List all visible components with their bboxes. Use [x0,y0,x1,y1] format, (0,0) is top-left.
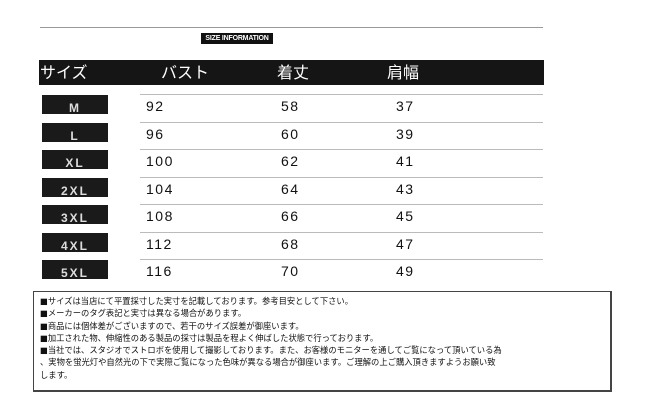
note-line: 、実物を蛍光灯や自然光の下で実際ご覧になった色味が異なる場合が御座います。ご理解… [40,357,496,368]
row-divider [140,121,543,123]
size-label: L [42,122,108,142]
table-row: 5XL 116 70 49 [40,259,543,286]
bust-value: 100 [146,153,174,169]
table-row: XL 100 62 41 [40,149,543,176]
table-row: 4XL 112 68 47 [40,231,543,259]
bust-value: 112 [146,235,173,252]
shoulder-value: 37 [396,98,415,114]
header-bust: バスト [161,63,210,82]
size-information-badge: SIZE INFORMATION [201,33,273,44]
shoulder-value: 39 [396,125,415,142]
row-divider [140,149,543,150]
size-label: 2XL [42,177,108,197]
note-line: ■商品には個体差がございますので、若干のサイズ誤差が御座います。 [40,320,304,331]
header-size: サイズ [40,63,88,82]
bust-value: 108 [146,208,174,224]
table-header: サイズ バスト 着丈 肩幅 [39,60,544,85]
table-row: M 92 58 37 [40,94,543,121]
row-divider [140,204,543,205]
length-value: 60 [281,125,300,142]
note-line: ■加工された物、伸縮性のある製品の採寸は製品を程よく伸ばした状態で行っております… [40,332,379,343]
note-line: します。 [40,369,73,380]
note-line: ■当社では、スタジオでストロボを使用して撮影しております。また、お客様のモニター… [40,345,502,356]
row-divider [140,259,543,260]
bust-value: 92 [146,98,165,114]
top-divider [40,27,543,28]
note-line: ■サイズは当店にて平置採寸した実寸を記載しております。参考目安として下さい。 [40,296,354,306]
size-label: 5XL [42,260,108,279]
header-length: 着丈 [277,63,310,82]
length-value: 66 [281,208,300,224]
notes-box: ■サイズは当店にて平置採寸した実寸を記載しております。参考目安として下さい。 ■… [33,291,612,392]
length-value: 64 [281,180,300,197]
row-divider [140,176,543,178]
shoulder-value: 45 [396,208,415,224]
shoulder-value: 41 [396,153,415,169]
table-row: 3XL 108 66 45 [40,204,543,231]
row-divider [140,94,543,95]
size-label: XL [42,150,108,169]
table-row: L 96 60 39 [40,121,543,149]
row-divider [140,231,543,233]
shoulder-value: 43 [396,180,415,197]
length-value: 68 [281,235,300,252]
size-label: 4XL [42,232,108,252]
length-value: 58 [281,98,300,114]
bust-value: 96 [146,125,165,142]
shoulder-value: 47 [396,235,415,252]
size-label: M [42,95,108,114]
bust-value: 116 [146,263,173,279]
table-row: 2XL 104 64 43 [40,176,543,204]
note-line: ■メーカーのタグ表記と実寸は異なる場合があります。 [40,308,247,319]
length-value: 62 [281,153,300,169]
length-value: 70 [281,263,300,279]
shoulder-value: 49 [396,263,415,279]
bust-value: 104 [146,180,174,197]
size-label: 3XL [42,205,108,224]
header-shoulder: 肩幅 [387,63,420,82]
